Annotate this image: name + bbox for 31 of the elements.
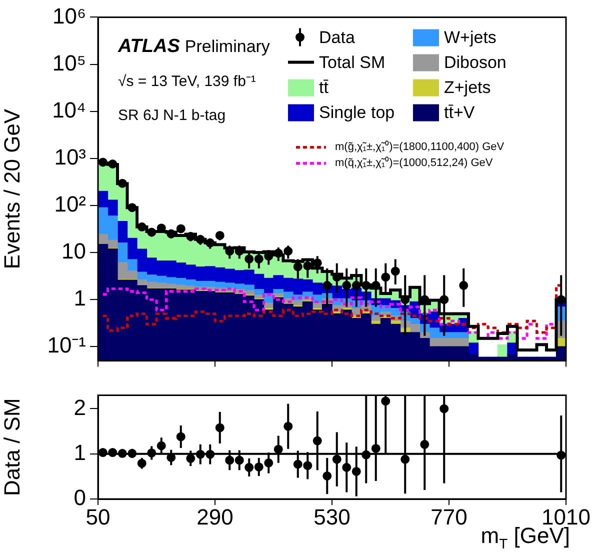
y-tick-label: 10² [54,192,86,217]
legend-label: Data [319,28,356,47]
y-tick-label: 2 [74,394,86,420]
legend-label: Total SM [319,52,386,72]
y-tick-label: 10⁴ [52,97,86,122]
annotation: ATLAS [117,36,180,58]
annotation: Preliminary [184,37,270,56]
legend-label: tt̄ [319,78,329,97]
x-tick-label: 290 [196,504,234,530]
x-tick-label: 50 [86,504,110,530]
x-tick-label: 530 [314,504,350,530]
y-tick-label: 1 [74,286,86,311]
y-tick-label: 10³ [54,144,86,170]
y-tick-label: 10⁻¹ [47,332,86,358]
legend-label: Z+jets [444,78,491,97]
legend-label: W+jets [444,28,496,47]
annotation: SR 6J N-1 b-tag [118,107,226,124]
x-tick-label: 770 [430,504,468,530]
legend-label: Single top [319,102,395,122]
y-tick-label: 1 [74,440,86,465]
y-tick-label: 0 [74,485,86,510]
y-tick-label: 10⁵ [52,50,86,76]
legend-label: m(g̃,χ̃₁±,χ̃₁⁰)=(1800,1100,400) GeV [335,140,505,154]
legend-label: tt̄+V [444,102,476,122]
annotation: √s = 13 TeV, 139 fb⁻¹ [118,73,256,90]
y-axis-title: Events / 20 GeV [0,108,24,270]
y-tick-label: 10 [62,238,86,264]
y-axis-title: Data / SM [0,398,24,496]
legend-label: Diboson [444,52,506,72]
y-tick-label: 10⁶ [52,3,86,28]
legend-label: m(q̃,χ̃₁±,χ̃₁⁰)=(1000,512,24) GeV [335,156,494,170]
